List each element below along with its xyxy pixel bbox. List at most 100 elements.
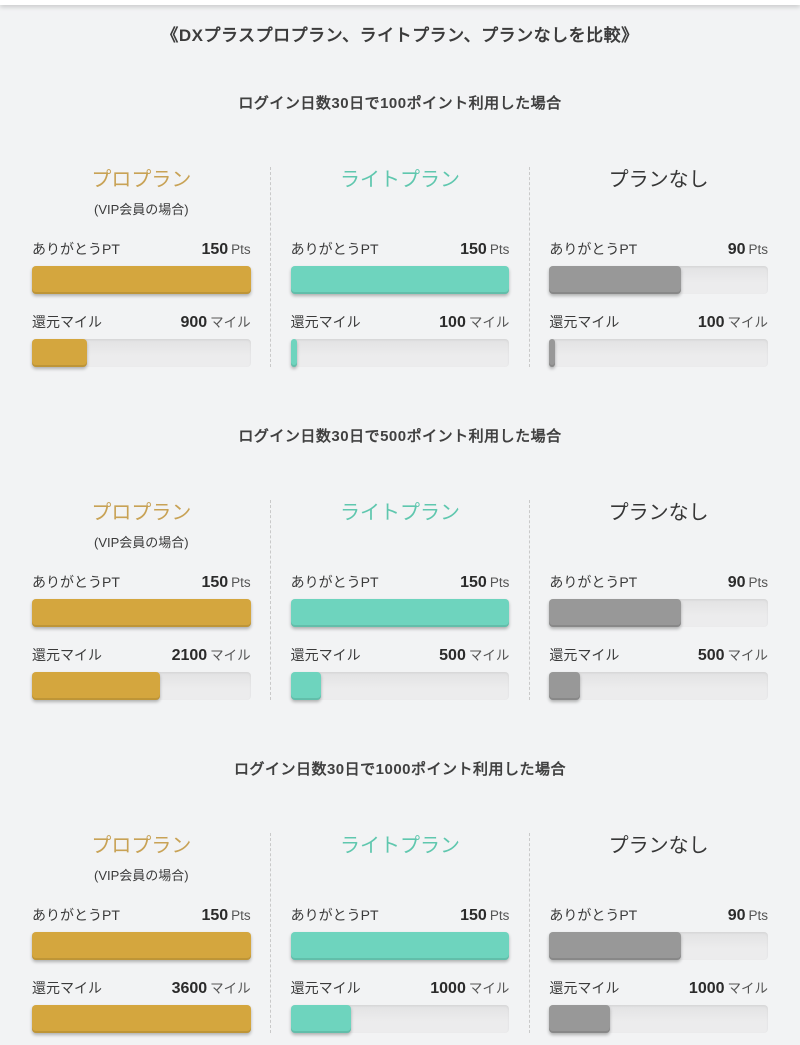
miles-value: 500 マイル xyxy=(439,647,510,664)
points-bar-track xyxy=(32,599,251,627)
miles-bar-track xyxy=(290,672,510,700)
miles-value: 500 マイル xyxy=(697,647,769,664)
points-bar-fill xyxy=(32,599,251,627)
miles-bar-track xyxy=(549,1005,769,1033)
points-bar-fill xyxy=(549,599,681,627)
miles-row: 還元マイル 100 マイル xyxy=(291,314,510,331)
plan-header: プロプラン (VIP会員の場合) xyxy=(32,500,251,574)
plan-column-light: ライトプラン ありがとうPT 150 Pts 還元マイル 500 マイル xyxy=(269,500,530,700)
section-body: プロプラン (VIP会員の場合) ありがとうPT 150 Pts 還元マイル 36… xyxy=(0,833,800,1045)
plan-title-pro: プロプラン xyxy=(91,502,192,524)
plan-column-light: ライトプラン ありがとうPT 150 Pts 還元マイル 1000 マイル xyxy=(269,833,530,1033)
miles-stat: 還元マイル 1000 マイル xyxy=(290,980,510,1033)
miles-stat: 還元マイル 2100 マイル xyxy=(32,647,251,700)
miles-label: 還元マイル xyxy=(549,314,620,330)
miles-value: 1000 マイル xyxy=(430,980,510,997)
points-bar-track xyxy=(290,932,510,960)
miles-bar-track xyxy=(32,339,251,367)
points-bar-fill xyxy=(32,266,251,294)
plan-title-none: プランなし xyxy=(608,169,709,191)
miles-stat: 還元マイル 500 マイル xyxy=(549,647,769,700)
miles-label: 還元マイル xyxy=(32,314,102,330)
plan-title-none: プランなし xyxy=(608,502,709,524)
miles-bar-track xyxy=(290,1005,510,1033)
plan-header: プロプラン (VIP会員の場合) xyxy=(32,167,251,241)
plan-header: ライトプラン xyxy=(291,500,510,574)
plan-column-none: プランなし ありがとうPT 90 Pts 還元マイル 100 マイル xyxy=(529,167,769,367)
points-value: 150 Pts xyxy=(460,907,510,924)
miles-stat: 還元マイル 3600 マイル xyxy=(32,980,251,1033)
section-body: プロプラン (VIP会員の場合) ありがとうPT 150 Pts 還元マイル 90… xyxy=(0,167,800,379)
miles-bar-fill xyxy=(32,339,87,367)
miles-stat: 還元マイル 1000 マイル xyxy=(549,980,769,1033)
miles-row: 還元マイル 1000 マイル xyxy=(549,980,768,997)
points-stat: ありがとうPT 150 Pts xyxy=(32,241,251,294)
points-bar-track xyxy=(549,266,769,294)
points-label: ありがとうPT xyxy=(290,907,379,923)
points-value: 150 Pts xyxy=(201,907,251,924)
points-stat: ありがとうPT 90 Pts xyxy=(549,574,769,627)
points-row: ありがとうPT 150 Pts xyxy=(291,907,510,924)
points-bar-track xyxy=(290,599,510,627)
points-row: ありがとうPT 150 Pts xyxy=(32,574,251,591)
points-value: 90 Pts xyxy=(727,574,769,591)
miles-value: 900 マイル xyxy=(180,314,251,331)
plan-column-light: ライトプラン ありがとうPT 150 Pts 還元マイル 100 マイル xyxy=(269,167,530,367)
plan-title-light: ライトプラン xyxy=(340,835,460,857)
miles-bar-track xyxy=(290,339,510,367)
points-value: 90 Pts xyxy=(727,241,769,258)
plan-title-none: プランなし xyxy=(608,835,709,857)
miles-row: 還元マイル 2100 マイル xyxy=(32,647,251,664)
miles-bar-fill xyxy=(32,672,160,700)
miles-row: 還元マイル 100 マイル xyxy=(549,314,768,331)
miles-value: 100 マイル xyxy=(439,314,510,331)
plan-header: ライトプラン xyxy=(291,167,510,241)
plan-header: プランなし xyxy=(549,167,768,241)
section-body: プロプラン (VIP会員の場合) ありがとうPT 150 Pts 還元マイル 21… xyxy=(0,500,800,712)
points-stat: ありがとうPT 90 Pts xyxy=(549,241,769,294)
miles-label: 還元マイル xyxy=(549,980,620,996)
section-heading: ログイン日数30日で100ポイント利用した場合 xyxy=(238,95,562,112)
points-stat: ありがとうPT 150 Pts xyxy=(32,574,251,627)
miles-stat: 還元マイル 100 マイル xyxy=(549,314,769,367)
points-label: ありがとうPT xyxy=(32,907,120,923)
miles-bar-fill xyxy=(549,672,580,700)
miles-bar-track xyxy=(549,339,769,367)
points-stat: ありがとうPT 150 Pts xyxy=(290,241,510,294)
plan-title-pro: プロプラン xyxy=(91,169,192,191)
points-value: 90 Pts xyxy=(727,907,769,924)
points-bar-fill xyxy=(549,932,681,960)
plan-column-none: プランなし ありがとうPT 90 Pts 還元マイル 500 マイル xyxy=(529,500,769,700)
miles-label: 還元マイル xyxy=(549,647,620,663)
points-bar-track xyxy=(32,932,251,960)
miles-row: 還元マイル 500 マイル xyxy=(291,647,510,664)
points-label: ありがとうPT xyxy=(32,241,120,257)
plan-header: プロプラン (VIP会員の場合) xyxy=(32,833,251,907)
miles-bar-track xyxy=(32,672,251,700)
points-bar-fill xyxy=(290,599,510,627)
points-bar-fill xyxy=(549,266,681,294)
plan-title-light: ライトプラン xyxy=(340,502,460,524)
plan-subtitle-pro: (VIP会員の場合) xyxy=(94,535,189,550)
miles-bar-fill xyxy=(290,339,297,367)
section-heading: ログイン日数30日で500ポイント利用した場合 xyxy=(238,428,562,445)
points-label: ありがとうPT xyxy=(549,907,638,923)
miles-bar-track xyxy=(549,672,769,700)
points-bar-track xyxy=(549,599,769,627)
points-label: ありがとうPT xyxy=(290,574,379,590)
points-bar-fill xyxy=(290,932,510,960)
points-label: ありがとうPT xyxy=(290,241,379,257)
points-bar-fill xyxy=(290,266,510,294)
points-value: 150 Pts xyxy=(460,241,510,258)
miles-bar-fill xyxy=(549,339,556,367)
points-row: ありがとうPT 150 Pts xyxy=(32,907,251,924)
miles-label: 還元マイル xyxy=(32,647,102,663)
points-label: ありがとうPT xyxy=(32,574,120,590)
comparison-section-100pt: ログイン日数30日で100ポイント利用した場合 プロプラン (VIP会員の場合)… xyxy=(0,92,800,379)
plan-header: ライトプラン xyxy=(291,833,510,907)
miles-label: 還元マイル xyxy=(290,314,361,330)
plan-column-pro: プロプラン (VIP会員の場合) ありがとうPT 150 Pts 還元マイル 36… xyxy=(32,833,270,1033)
miles-value: 1000 マイル xyxy=(688,980,769,997)
points-row: ありがとうPT 90 Pts xyxy=(549,241,768,258)
points-bar-fill xyxy=(32,932,251,960)
